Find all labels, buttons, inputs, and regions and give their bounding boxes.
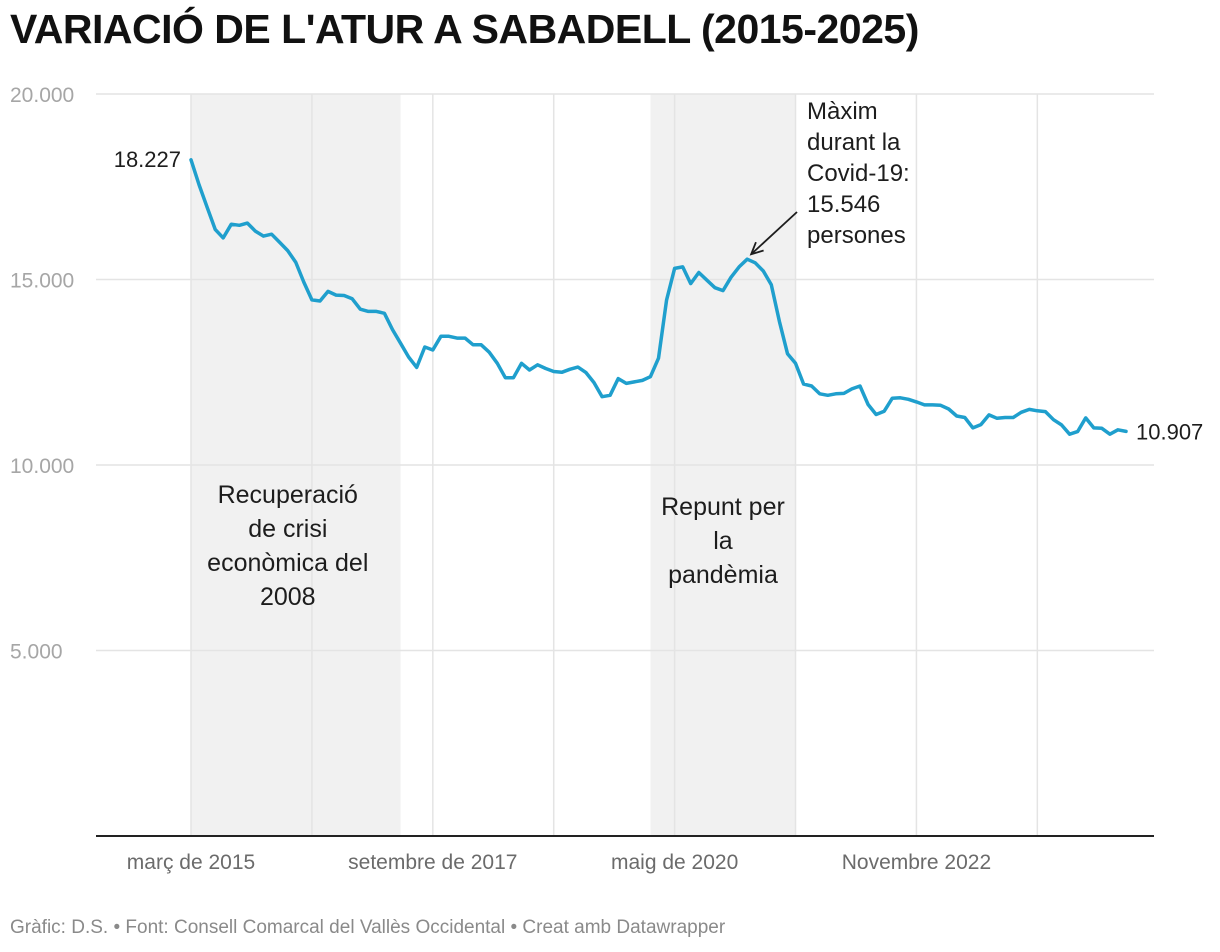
peak-annotation-line: persones — [807, 222, 906, 249]
peak-annotation-line: durant la — [807, 129, 901, 156]
y-tick-label: 5.000 — [10, 641, 63, 664]
band-labels: Recuperació de crisi econòmica del 2008 Repu… — [207, 481, 785, 611]
grid-lines — [96, 93, 1154, 836]
start-value-label: 18.227 — [114, 147, 181, 172]
y-tick-label: 15.000 — [10, 270, 74, 293]
band-label-2: Repunt per la pandèmia — [661, 493, 785, 589]
band-label-line: la — [713, 527, 733, 555]
series-line-1 — [189, 158, 1128, 436]
x-tick-label: setembre de 2017 — [348, 851, 517, 874]
peak-annotation-line: Màxim — [807, 98, 878, 125]
band-label-line: 2008 — [260, 583, 316, 611]
arrowhead-icon — [749, 241, 764, 256]
y-tick-label: 20.000 — [10, 84, 74, 107]
x-tick-label: març de 2015 — [127, 851, 255, 874]
series-layer — [189, 158, 1128, 436]
band-label-1: Recuperació de crisi econòmica del 2008 — [207, 481, 368, 611]
chart-title: VARIACIÓ DE L'ATUR A SABADELL (2015-2025… — [10, 6, 919, 52]
x-tick-label: maig de 2020 — [611, 851, 738, 874]
y-axis-ticks: 5.000 10.000 15.000 20.000 — [10, 84, 74, 664]
x-tick-label: Novembre 2022 — [842, 851, 991, 874]
band-label-line: Recuperació — [218, 481, 358, 509]
source-footer: Gràfic: D.S. • Font: Consell Comarcal de… — [10, 917, 726, 938]
peak-annotation-line: 15.546 — [807, 191, 880, 218]
y-tick-label: 10.000 — [10, 455, 74, 478]
annotation-arrow-line — [750, 211, 798, 255]
peak-annotation: Màxim durant la Covid-19: 15.546 persones — [807, 98, 910, 249]
end-value-label: 10.907 — [1136, 419, 1203, 444]
annotations: 18.227 10.907 Màxim durant la Covid-19: 15.54… — [114, 98, 1204, 444]
band-label-line: pandèmia — [668, 561, 778, 589]
band-label-line: Repunt per — [661, 493, 785, 521]
peak-annotation-line: Covid-19: — [807, 160, 910, 187]
band-label-line: de crisi — [248, 515, 327, 543]
band-label-line: econòmica del — [207, 549, 368, 577]
x-axis-ticks: març de 2015 setembre de 2017 maig de 2020… — [127, 851, 991, 874]
